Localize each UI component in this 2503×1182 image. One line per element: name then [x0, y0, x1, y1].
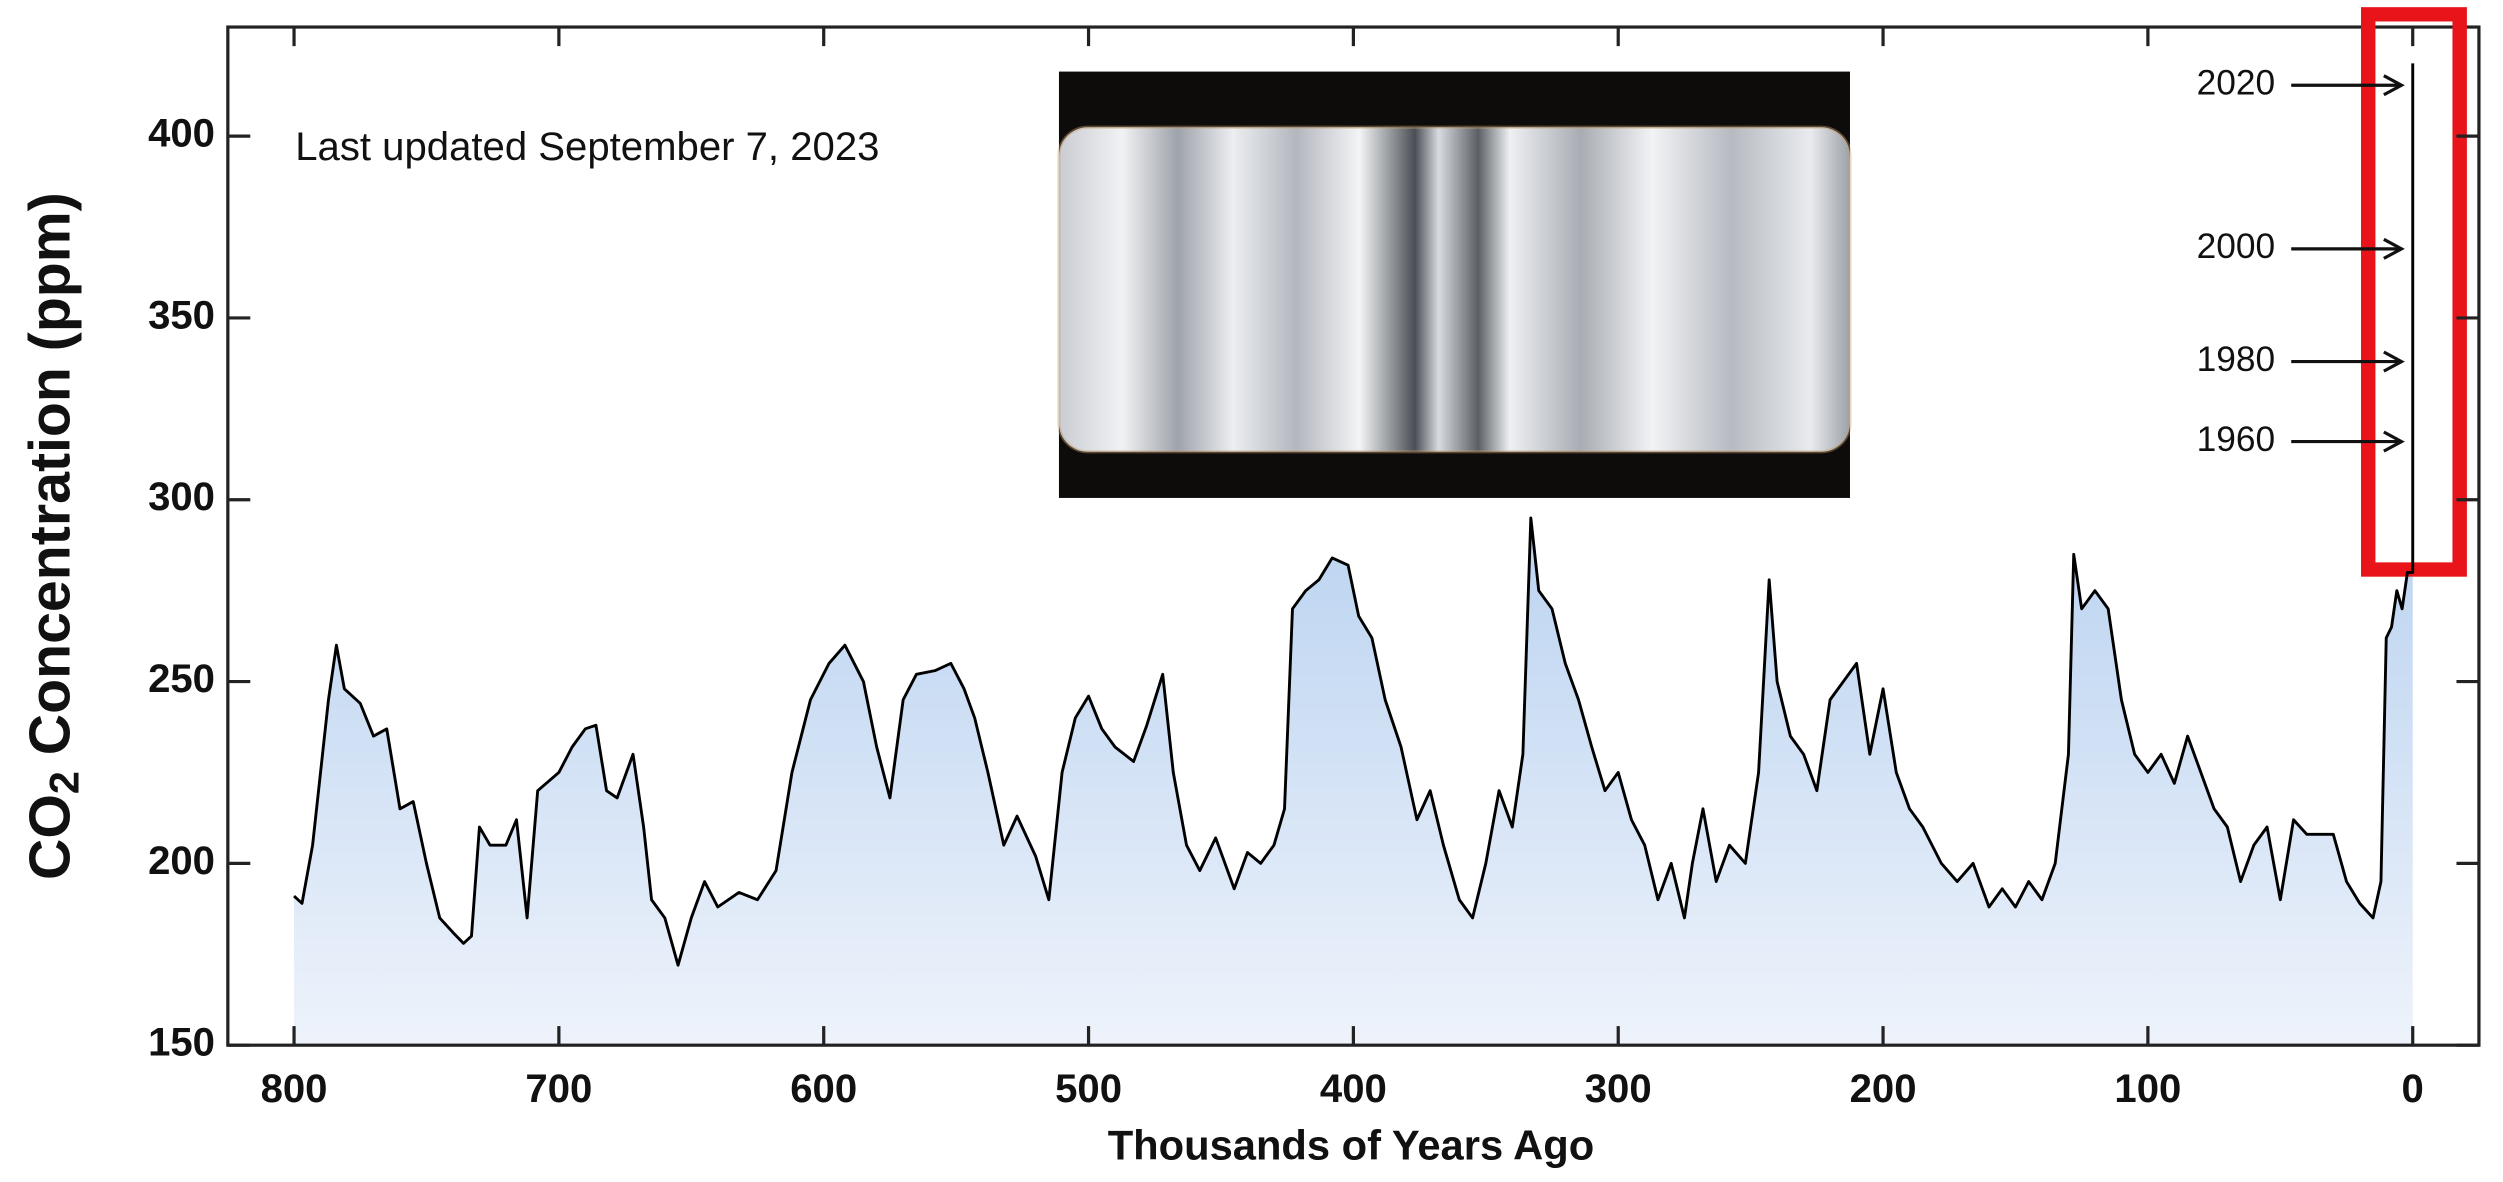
- year-arrowhead: [2383, 350, 2405, 373]
- y-axis-title-part: Concentration (ppm): [19, 192, 83, 771]
- year-arrowhead: [2383, 74, 2405, 97]
- x-tick-label: 500: [1055, 1067, 1122, 1111]
- year-label: 1960: [2197, 420, 2275, 459]
- y-axis-title: CO2 Concentration (ppm): [19, 192, 88, 880]
- y-axis-title-subscript: 2: [40, 771, 87, 794]
- y-tick-label: 300: [148, 475, 215, 519]
- x-tick-label: 100: [2114, 1067, 2181, 1111]
- y-tick-label: 200: [148, 839, 215, 883]
- year-arrowhead: [2383, 430, 2405, 453]
- year-label: 2020: [2197, 64, 2275, 103]
- x-axis-title: Thousands of Years Ago: [1108, 1122, 1595, 1169]
- y-tick-label: 250: [148, 657, 215, 701]
- y-tick-label: 150: [148, 1021, 215, 1065]
- x-tick-label: 300: [1585, 1067, 1652, 1111]
- year-label: 2000: [2197, 227, 2275, 266]
- update-note: Last updated September 7, 2023: [295, 125, 879, 169]
- year-label: 1980: [2197, 340, 2275, 379]
- x-tick-label: 800: [261, 1067, 328, 1111]
- x-tick-label: 200: [1850, 1067, 1917, 1111]
- x-tick-label: 0: [2402, 1067, 2424, 1111]
- y-tick-label: 350: [148, 294, 215, 338]
- y-axis-title-part: CO: [19, 794, 83, 880]
- data-line: [293, 63, 2415, 967]
- area-fill: [294, 63, 2413, 1046]
- x-tick-label: 400: [1320, 1067, 1387, 1111]
- x-tick-label: 600: [790, 1067, 857, 1111]
- y-tick-label: 400: [148, 112, 215, 156]
- year-arrowhead: [2383, 237, 2405, 260]
- ice-core-photo: [1057, 71, 1852, 498]
- x-tick-label: 700: [525, 1067, 592, 1111]
